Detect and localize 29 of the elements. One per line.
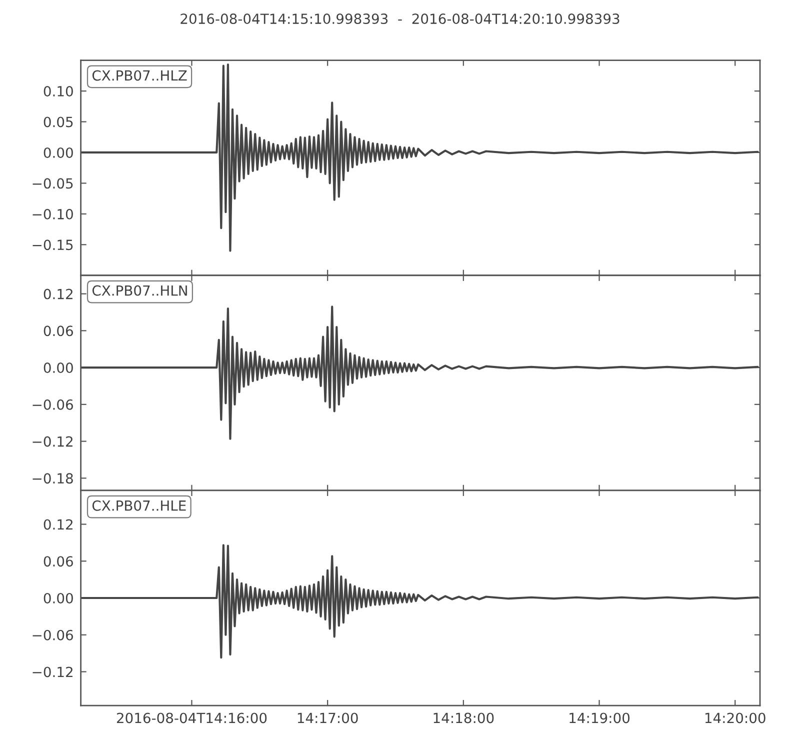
annotation: CX.PB07..HLN	[92, 285, 187, 296]
y-tick-label: 0.06	[44, 326, 73, 336]
y-tick-label: 0.12	[44, 519, 72, 530]
line-series	[80, 544, 759, 659]
x-tick-label: 2016-08-04T14:16:00	[116, 712, 267, 724]
line-series	[80, 64, 759, 252]
y-tick-label: 0.00	[44, 362, 73, 374]
line-series	[80, 306, 759, 440]
y-tick-label: −0.12	[32, 666, 72, 678]
y-tick-label: −0.06	[32, 630, 73, 640]
x-tick-label: 14:17:00	[298, 712, 358, 724]
y-tick-label: −0.15	[32, 240, 73, 250]
y-tick-label: 0.05	[44, 116, 73, 128]
annotation: CX.PB07..HLE	[92, 500, 186, 511]
x-tick-label: 14:19:00	[570, 712, 630, 724]
y-tick-label: 0.00	[44, 147, 73, 158]
y-tick-label: −0.05	[32, 178, 73, 189]
y-tick-label: 0.10	[44, 86, 73, 96]
y-tick-label: −0.12	[32, 436, 72, 447]
y-tick-label: −0.06	[32, 399, 73, 410]
x-tick-label: 14:18:00	[434, 712, 494, 724]
x-tick-label: 14:20:00	[705, 712, 766, 724]
annotation: CX.PB07..HLZ	[92, 70, 187, 81]
chart-title: 2016-08-04T14:15:10.998393 - 2016-08-04T14:20:10.998393	[180, 14, 620, 24]
y-tick-label: 0.00	[44, 592, 73, 604]
y-tick-label: 0.12	[44, 288, 72, 300]
y-tick-label: −0.10	[32, 208, 73, 220]
y-tick-label: −0.18	[32, 473, 73, 484]
y-tick-label: 0.06	[44, 556, 73, 567]
